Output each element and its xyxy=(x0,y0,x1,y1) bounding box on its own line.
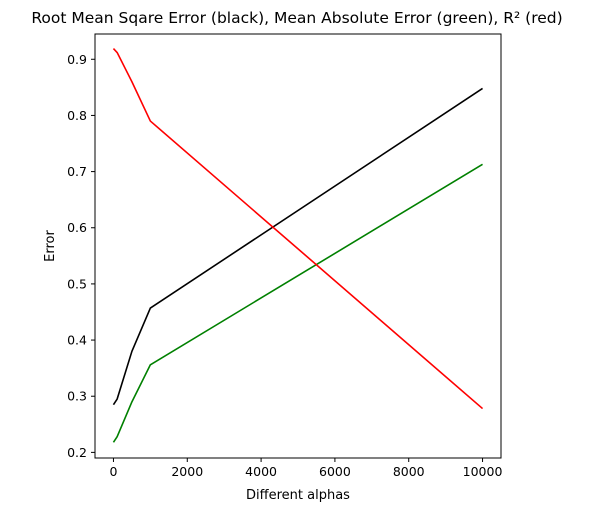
plot-frame xyxy=(94,33,502,459)
y-tick-label: 0.8 xyxy=(67,108,87,123)
series-lines xyxy=(112,48,484,443)
y-tick-label: 0.4 xyxy=(67,333,87,348)
y-tick-label: 0.3 xyxy=(67,389,87,404)
x-tick-label: 4000 xyxy=(245,464,277,479)
y-axis-label: Error xyxy=(43,230,58,262)
x-axis-label: Different alphas xyxy=(246,488,350,503)
x-axis-ticks: 0 2000 4000 6000 8000 10000 xyxy=(109,458,502,479)
y-tick-label: 0.7 xyxy=(67,164,87,179)
y-tick-label: 0.9 xyxy=(67,52,87,67)
x-tick-label: 10000 xyxy=(463,464,503,479)
y-axis-ticks: 0.2 0.3 0.4 0.5 0.6 0.7 0.8 0.9 xyxy=(67,52,95,460)
x-tick-label: 8000 xyxy=(393,464,425,479)
rmse-line xyxy=(112,87,483,406)
x-tick-label: 6000 xyxy=(319,464,351,479)
x-tick-label: 0 xyxy=(109,464,117,479)
x-tick-label: 2000 xyxy=(171,464,203,479)
y-tick-label: 0.6 xyxy=(67,220,87,235)
r2-line xyxy=(112,48,484,410)
chart-title: Root Mean Sqare Error (black), Mean Abso… xyxy=(31,9,562,27)
y-tick-label: 0.5 xyxy=(67,276,87,291)
y-tick-label: 0.2 xyxy=(67,445,87,460)
mae-line xyxy=(112,163,483,443)
